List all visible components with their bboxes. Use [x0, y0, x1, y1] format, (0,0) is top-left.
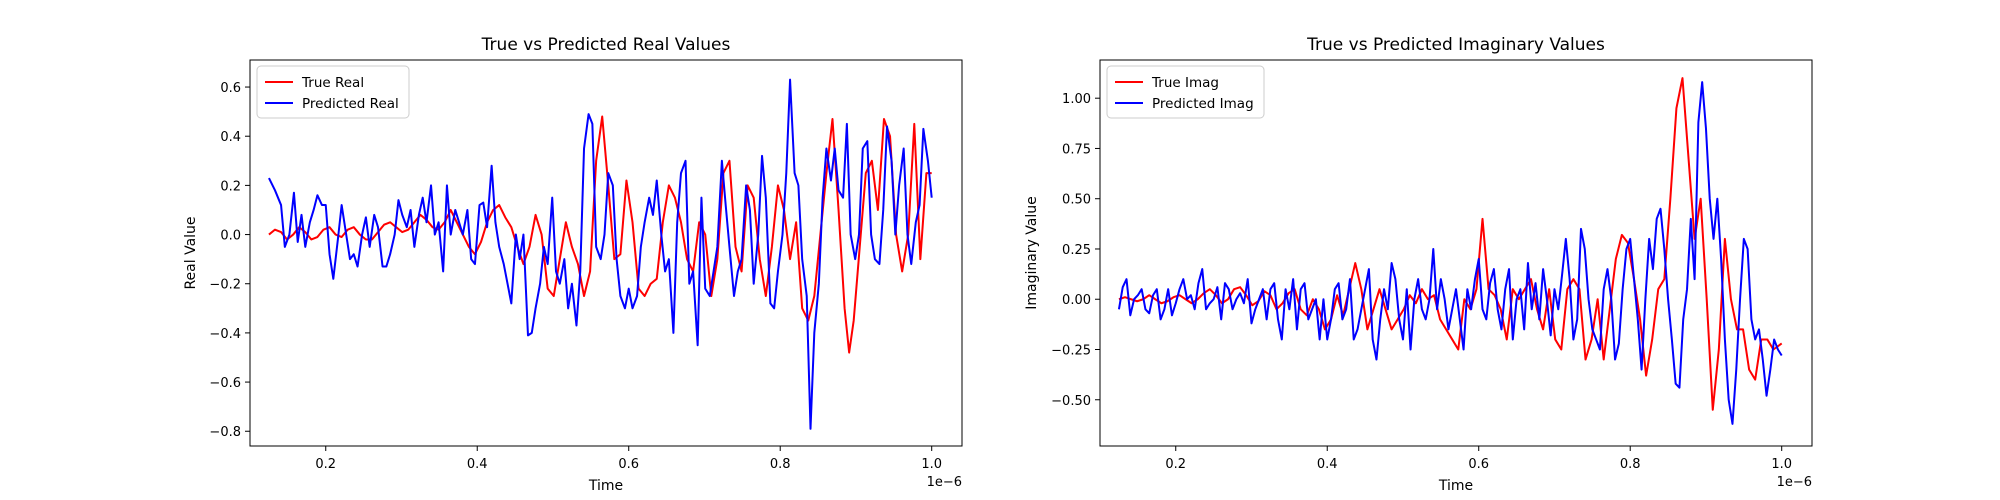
- legend: True Real Predicted Real: [256, 65, 410, 119]
- series-line-true: [268, 115, 932, 354]
- y-tick-label: −0.50: [1051, 394, 1091, 409]
- x-axis-label: Time: [1438, 478, 1473, 494]
- y-tick-label: 0.50: [1062, 193, 1091, 208]
- series-line-predicted: [1117, 81, 1783, 425]
- y-tick-label: 0.00: [1062, 293, 1091, 308]
- legend-box: [1106, 65, 1265, 119]
- x-offset-label: 1e−6: [927, 475, 962, 490]
- x-offset-label: 1e−6: [1777, 475, 1812, 490]
- x-tick-label: 1.0: [1771, 457, 1792, 472]
- x-tick-label: 0.4: [467, 457, 488, 472]
- chart-panel-2: 0.2 0.4 0.6 0.8 1.0 −0.50 −0.25 0.00 0.25 0.50 0.7…: [1024, 35, 1813, 494]
- plot-area: [250, 60, 962, 446]
- legend-label: Predicted Imag: [1152, 96, 1254, 112]
- y-tick-label: 0.6: [220, 81, 241, 96]
- legend-label: Predicted Real: [302, 96, 399, 112]
- x-tick-label: 0.2: [315, 457, 336, 472]
- axes-frame: [1099, 59, 1813, 447]
- x-tick-label: 0.2: [1165, 457, 1186, 472]
- chart-title: True vs Predicted Real Values: [481, 35, 731, 55]
- y-tick-label: −0.8: [209, 425, 241, 440]
- x-axis-label: Time: [588, 478, 623, 494]
- y-tick-label: −0.4: [209, 327, 241, 342]
- x-tick-label: 0.6: [618, 457, 639, 472]
- x-tick-label: 1.0: [921, 457, 942, 472]
- chart-panel-1: 0.2 0.4 0.6 0.8 1.0 −0.8 −0.6 −0.4 −0.2 0.0 0.2 0.4…: [183, 35, 963, 494]
- y-axis-label: Real Value: [183, 216, 199, 289]
- y-tick-label: 1.00: [1062, 92, 1091, 107]
- series-line-predicted: [268, 78, 933, 430]
- legend: True Imag Predicted Imag: [1106, 65, 1265, 119]
- y-tick-label: 0.2: [220, 179, 241, 194]
- y-tick-label: 0.0: [220, 229, 241, 244]
- y-tick-label: −0.25: [1051, 344, 1091, 359]
- y-tick-label: −0.6: [209, 376, 241, 391]
- y-tick-label: 0.4: [220, 130, 241, 145]
- x-tick-label: 0.4: [1317, 457, 1338, 472]
- axes-frame: [249, 59, 963, 447]
- x-tick-label: 0.6: [1468, 457, 1489, 472]
- legend-label: True Imag: [1151, 75, 1219, 91]
- legend-box: [256, 65, 410, 119]
- series-line-true: [1118, 77, 1783, 411]
- legend-label: True Real: [301, 75, 364, 91]
- x-tick-label: 0.8: [770, 457, 791, 472]
- y-tick-label: 0.25: [1062, 243, 1091, 258]
- y-tick-label: −0.2: [209, 278, 241, 293]
- chart-title: True vs Predicted Imaginary Values: [1306, 35, 1605, 55]
- y-tick-label: 0.75: [1062, 142, 1091, 157]
- y-axis-label: Imaginary Value: [1024, 196, 1040, 310]
- x-tick-label: 0.8: [1620, 457, 1641, 472]
